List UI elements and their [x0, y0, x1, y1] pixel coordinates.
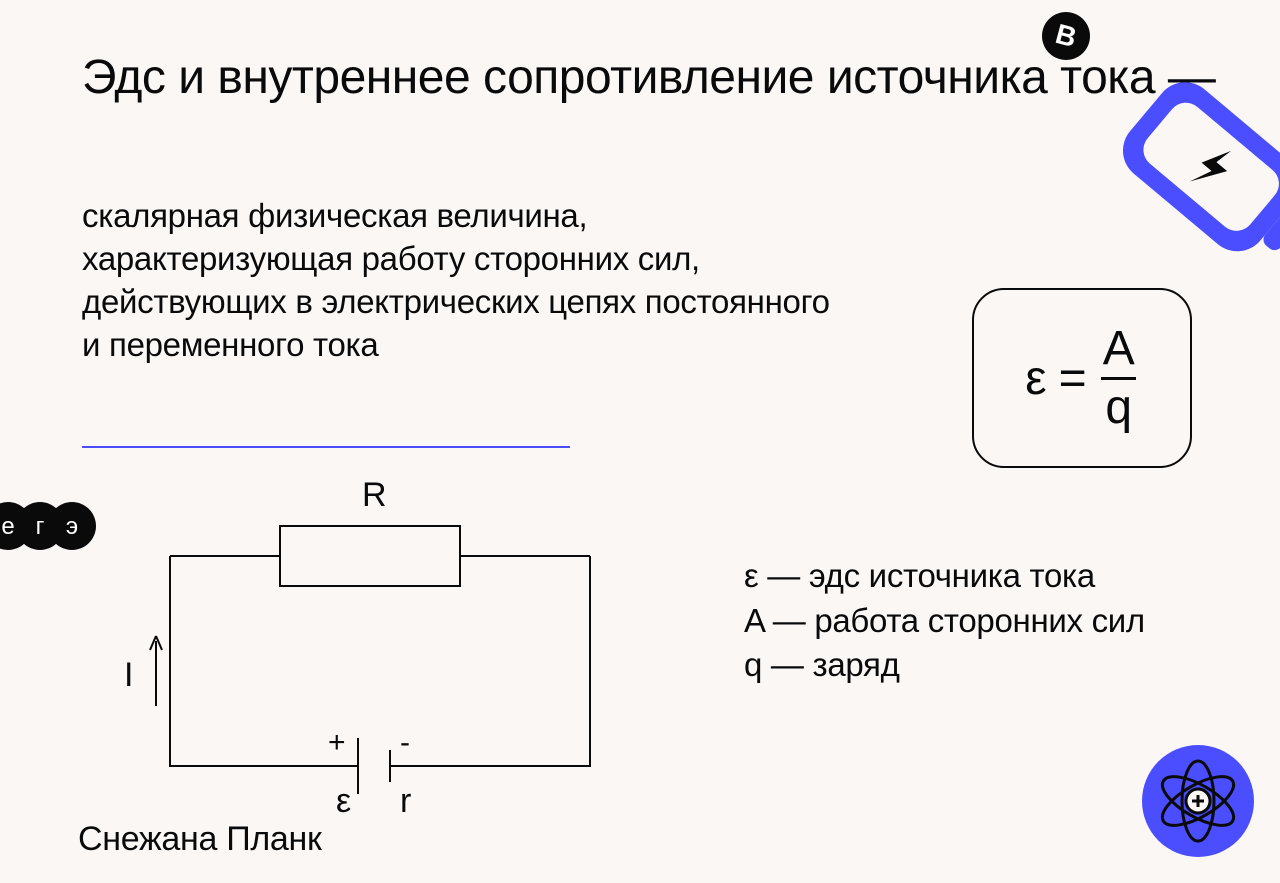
- circuit-label-plus: +: [328, 726, 346, 759]
- ege-letter-1: е: [1, 513, 14, 540]
- ege-letter-3: э: [66, 513, 78, 540]
- circuit-label-r: r: [400, 782, 411, 816]
- legend-line-2: A — работа сторонних сил: [744, 599, 1145, 644]
- circuit-label-R: R: [362, 476, 387, 514]
- ege-badge-icon: е г э: [0, 496, 100, 556]
- formula-denominator: q: [1101, 377, 1136, 432]
- circuit-label-eps: ε: [336, 782, 351, 816]
- author-name: Снежана Планк: [78, 820, 322, 859]
- page-title: Эдс и внутреннее сопротивление источника…: [82, 50, 1215, 105]
- legend-line-3: q — заряд: [744, 643, 1145, 688]
- divider-line: [82, 446, 570, 448]
- legend: ε — эдс источника тока A — работа сторон…: [744, 554, 1145, 688]
- formula-lhs: ε: [1025, 351, 1046, 406]
- circuit-diagram: R I + - ε r: [90, 466, 650, 816]
- circuit-label-I: I: [124, 656, 133, 694]
- definition-text: скалярная физическая величина, характери…: [82, 195, 832, 367]
- ege-letter-2: г: [36, 513, 45, 540]
- atom-icon: [1138, 741, 1258, 861]
- formula-numerator: A: [1099, 325, 1139, 377]
- formula-eq: =: [1059, 351, 1087, 406]
- formula-fraction: A q: [1099, 325, 1139, 432]
- circuit-label-minus: -: [400, 726, 410, 759]
- legend-line-1: ε — эдс источника тока: [744, 554, 1145, 599]
- formula-box: ε = A q: [972, 288, 1192, 468]
